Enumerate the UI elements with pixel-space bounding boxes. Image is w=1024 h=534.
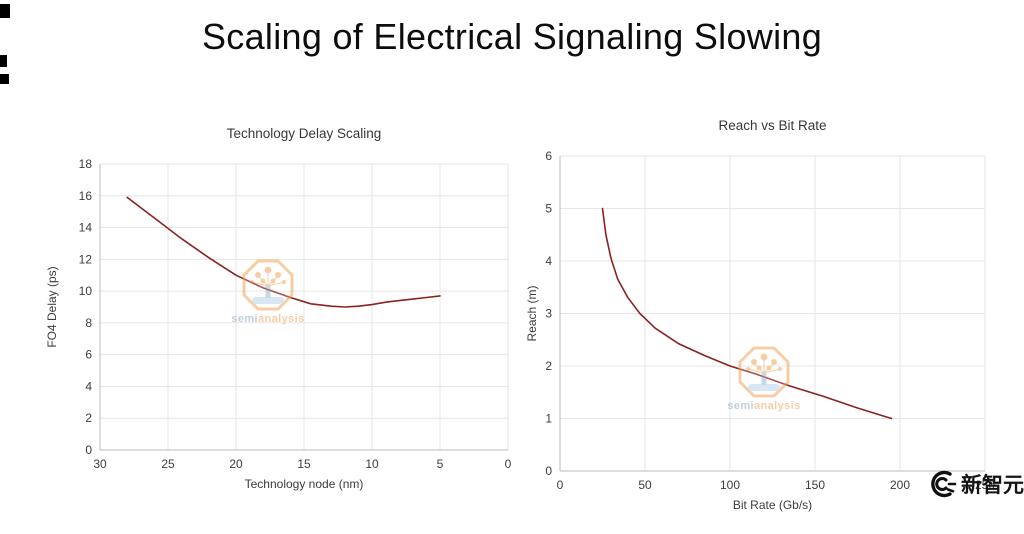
chart-title: Technology Delay Scaling [227,126,382,141]
y-tick-label: 5 [545,202,552,216]
xinzhiyuan-logo: 新智元 [922,466,1024,502]
x-tick-label: 15 [297,457,311,471]
watermark-trunk [761,373,767,385]
video-artifact [0,74,9,84]
semianalysis-watermark: semianalysis [727,346,800,412]
semianalysis-watermark: semianalysis [231,259,304,325]
x-tick-label: 200 [890,478,910,492]
y-tick-label: 12 [79,252,93,266]
y-axis-label: FO4 Delay (ps) [45,266,59,347]
chart-technology-delay-scaling: 30 25 20 15 10 5 0 0 2 4 6 8 10 12 14 16 18 Technology De… [45,126,512,491]
x-tick-label: 30 [93,457,107,471]
watermark-text: semianalysis [231,313,304,325]
y-tick-label: 3 [545,307,552,321]
y-tick-label: 18 [79,157,93,171]
y-tick-label: 14 [79,221,93,235]
chart-reach-vs-bit-rate: 0 50 100 150 200 250 0 1 2 3 4 5 6 Reach vs Bit Rate B… [525,118,995,512]
y-tick-label: 16 [79,189,93,203]
watermark-text-analysis: analysis [754,400,801,412]
x-tick-label: 5 [437,457,444,471]
series-line [601,207,893,420]
xinzhiyuan-icon [931,470,957,498]
watermark-trunk [265,286,271,298]
y-tick-label: 4 [545,254,552,268]
y-axis-label: Reach (m) [525,285,539,341]
x-tick-label: 250 [975,478,995,492]
x-tick-label: 25 [161,457,175,471]
x-axis-label: Bit Rate (Gb/s) [733,498,812,512]
series-line [126,196,441,308]
y-tick-label: 6 [545,149,552,163]
chart-title: Reach vs Bit Rate [718,118,826,133]
y-tick-label: 10 [79,284,93,298]
y-tick-label: 0 [85,443,92,457]
y-tick-label: 2 [85,411,92,425]
watermark-text-analysis: analysis [258,313,305,325]
video-artifact [0,55,7,67]
y-tick-label: 6 [85,348,92,362]
watermark-foliage [746,353,782,371]
y-tick-label: 1 [545,412,552,426]
y-tick-label: 0 [545,464,552,478]
y-tick-label: 8 [85,316,92,330]
watermark-foliage [250,266,286,284]
y-tick-label: 4 [85,379,92,393]
watermark-ground [252,297,284,304]
x-tick-label: 10 [365,457,379,471]
watermark-logo-icon [242,259,294,311]
watermark-text-semi: semi [727,400,754,412]
watermark-text-semi: semi [231,313,258,325]
x-tick-label: 150 [805,478,825,492]
x-tick-label: 20 [229,457,243,471]
watermark-ground [748,384,780,391]
y-tick-label: 2 [545,359,552,373]
watermark-logo-icon [738,346,790,398]
xinzhiyuan-text: 新智元 [961,474,1024,497]
x-tick-label: 100 [720,478,740,492]
page-title: Scaling of Electrical Signaling Slowing [201,16,823,57]
watermark-text: semianalysis [727,400,800,412]
x-axis-label: Technology node (nm) [245,477,364,491]
video-artifact [0,4,10,18]
x-tick-label: 50 [638,478,652,492]
x-tick-label: 0 [505,457,512,471]
x-tick-label: 0 [557,478,564,492]
